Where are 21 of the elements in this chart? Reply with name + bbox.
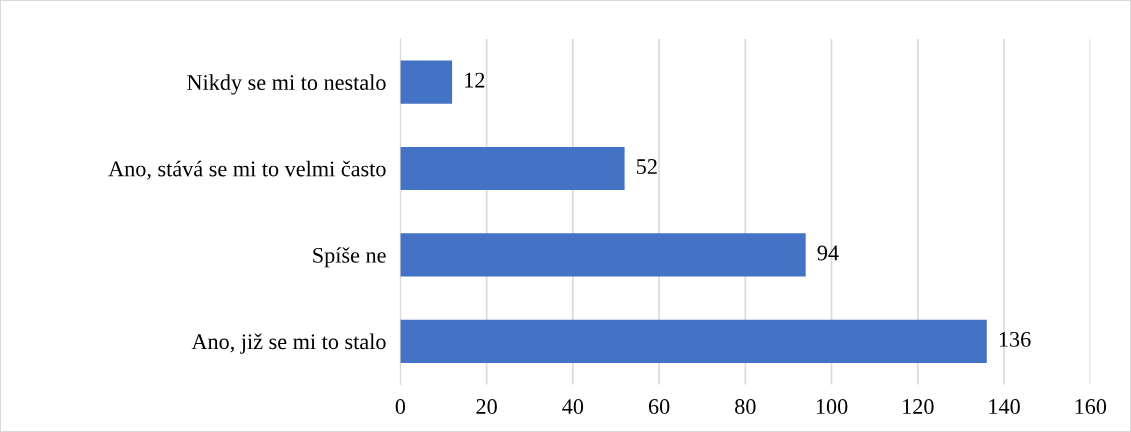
x-tick-label: 60	[648, 399, 670, 415]
bar	[400, 60, 453, 104]
x-tick-label: 40	[562, 399, 584, 415]
y-tick-label: Ano, stává se mi to velmi často	[108, 160, 386, 180]
x-tick-label: 120	[903, 399, 934, 415]
x-tick-label: 100	[816, 399, 848, 415]
data-label: 94	[817, 245, 839, 261]
x-tick-label: 80	[735, 399, 756, 415]
x-tick-label: 140	[989, 399, 1020, 415]
bar	[400, 319, 987, 363]
bar	[400, 146, 625, 191]
data-label: 52	[637, 159, 657, 175]
data-label: 136	[999, 331, 1031, 347]
y-tick-label: Nikdy se mi to nestalo	[187, 74, 386, 95]
x-tick-label: 0	[395, 399, 406, 415]
x-tick-label: 20	[476, 399, 497, 415]
bar	[400, 233, 806, 277]
x-tick-label: 160	[1075, 399, 1107, 415]
y-tick-label: Spíše ne	[313, 247, 386, 268]
data-label: 12	[465, 72, 485, 88]
y-tick-label: Ano, již se mi to stalo	[191, 333, 386, 354]
